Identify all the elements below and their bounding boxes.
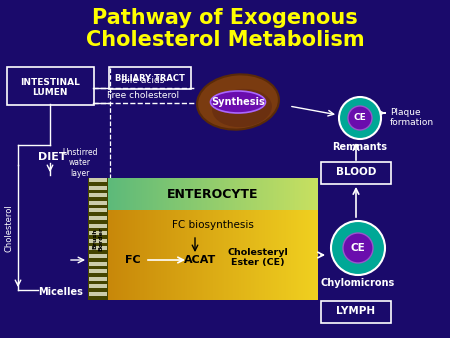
Text: Remnants: Remnants <box>333 142 387 152</box>
Bar <box>88 178 108 300</box>
Bar <box>89 239 107 243</box>
Text: Micelles: Micelles <box>38 287 83 297</box>
Text: Synthesis: Synthesis <box>211 97 265 107</box>
Bar <box>89 262 107 266</box>
Text: Plaque
formation: Plaque formation <box>390 108 434 127</box>
Text: FC: FC <box>125 255 141 265</box>
Bar <box>89 201 107 205</box>
Bar <box>89 254 107 258</box>
Text: LYMPH: LYMPH <box>337 306 376 316</box>
Bar <box>89 277 107 281</box>
Text: BLOOD: BLOOD <box>336 167 376 177</box>
Text: Pathway of Exogenous: Pathway of Exogenous <box>92 8 358 28</box>
Text: Brush
Border: Brush Border <box>93 227 104 251</box>
Text: Bile acids: Bile acids <box>122 76 165 85</box>
Text: Cholesteryl
Ester (CE): Cholesteryl Ester (CE) <box>228 248 288 267</box>
Bar <box>89 284 107 288</box>
Circle shape <box>343 233 373 263</box>
Text: Unstirred
water
layer: Unstirred water layer <box>62 148 98 178</box>
Ellipse shape <box>197 74 279 130</box>
Bar <box>89 216 107 220</box>
Bar <box>89 292 107 296</box>
Bar <box>89 186 107 190</box>
Text: ACAT: ACAT <box>184 255 216 265</box>
Text: Cholesterol: Cholesterol <box>4 204 13 252</box>
Text: CE: CE <box>351 243 365 253</box>
Bar <box>89 178 107 182</box>
Circle shape <box>348 106 372 130</box>
Text: Chylomicrons: Chylomicrons <box>321 278 395 288</box>
Text: Cholesterol Metabolism: Cholesterol Metabolism <box>86 30 365 50</box>
Bar <box>89 193 107 197</box>
Text: INTESTINAL: INTESTINAL <box>20 78 80 87</box>
Bar <box>89 224 107 227</box>
Text: LUMEN: LUMEN <box>32 88 68 97</box>
Text: DIET: DIET <box>38 152 67 162</box>
Ellipse shape <box>211 91 266 113</box>
Bar <box>89 246 107 250</box>
Text: CE: CE <box>354 114 366 122</box>
Circle shape <box>339 97 381 139</box>
Text: BILIARY TRACT: BILIARY TRACT <box>115 74 185 83</box>
Text: FC biosynthesis: FC biosynthesis <box>172 220 254 230</box>
Bar <box>89 209 107 212</box>
Ellipse shape <box>212 89 272 127</box>
Text: Free cholesterol: Free cholesterol <box>107 91 179 100</box>
Circle shape <box>331 221 385 275</box>
Text: ENTEROCYTE: ENTEROCYTE <box>167 188 259 200</box>
Bar <box>89 269 107 273</box>
Bar <box>89 231 107 235</box>
